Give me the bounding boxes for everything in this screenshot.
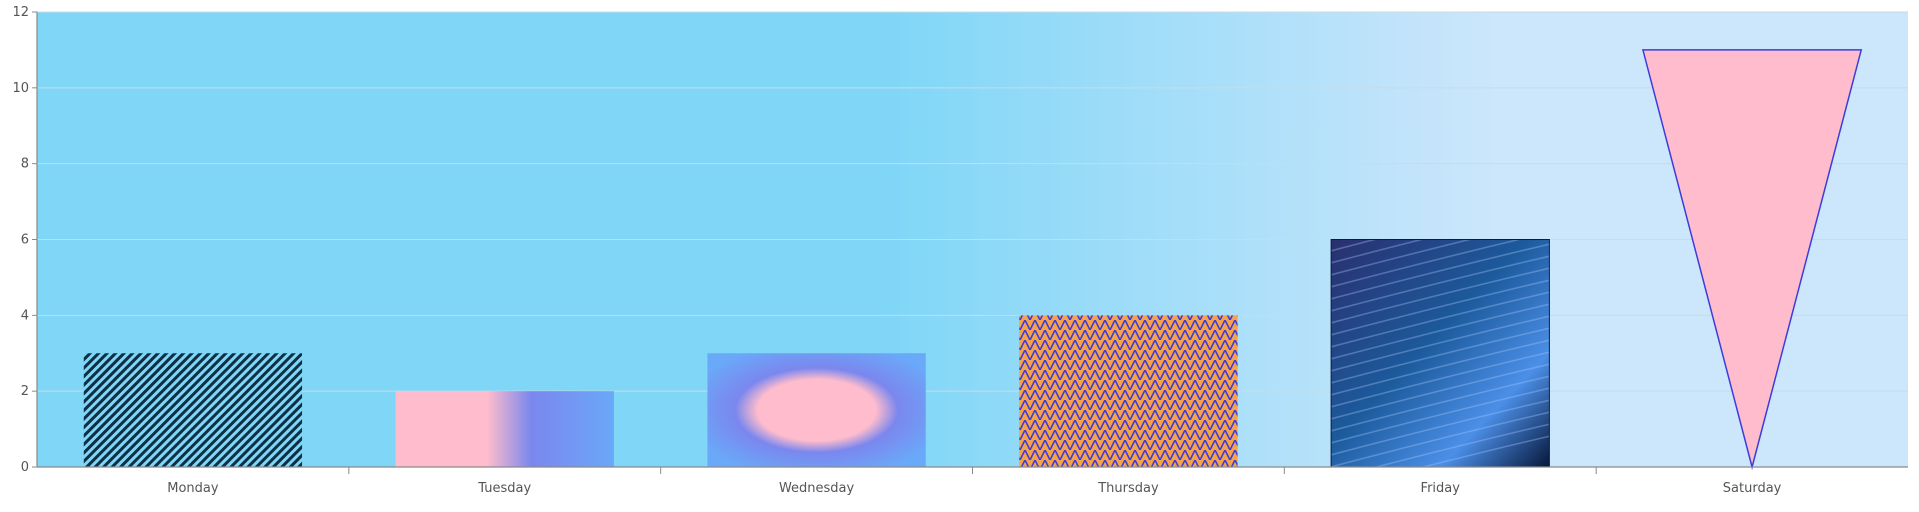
y-tick-label: 8 — [21, 157, 29, 172]
x-tick-label: Friday — [1421, 481, 1461, 496]
bars — [83, 49, 1863, 470]
y-tick-label: 6 — [21, 233, 29, 248]
bar-wednesday — [707, 353, 926, 467]
x-tick-label: Monday — [167, 481, 219, 496]
x-tick-label: Saturday — [1723, 481, 1782, 496]
y-tick-label: 4 — [21, 308, 29, 323]
x-tick-label: Thursday — [1097, 481, 1159, 496]
y-tick-label: 12 — [12, 5, 29, 20]
bar-monday — [83, 353, 303, 467]
bar-tuesday — [395, 391, 614, 467]
axes — [32, 11, 1908, 474]
gridlines — [37, 11, 1908, 392]
y-tick-label: 10 — [12, 81, 29, 96]
x-tick-label: Tuesday — [477, 481, 531, 496]
bar-friday — [1330, 239, 1550, 468]
bar-thursday — [1019, 315, 1238, 467]
y-tick-label: 0 — [21, 460, 29, 475]
bar-saturday — [1641, 49, 1863, 470]
tick-labels: 0 2 4 6 8 10 12 Monday Tuesday Wednesday Thursday F… — [12, 5, 1781, 496]
y-tick-label: 2 — [21, 384, 29, 399]
x-tick-label: Wednesday — [779, 481, 855, 496]
